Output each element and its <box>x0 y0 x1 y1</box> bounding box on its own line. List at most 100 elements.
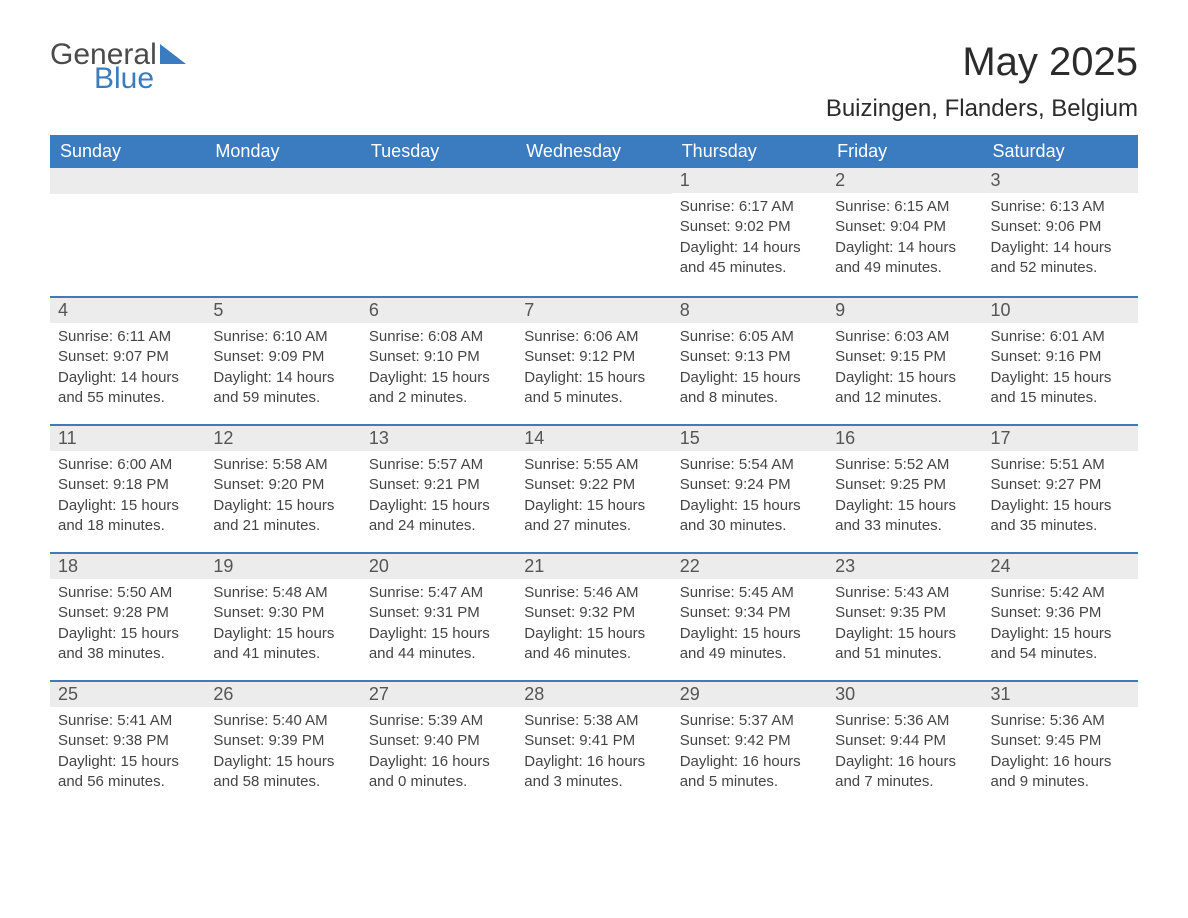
day-details: Sunrise: 5:58 AMSunset: 9:20 PMDaylight:… <box>205 451 360 544</box>
calendar-day-cell: 8Sunrise: 6:05 AMSunset: 9:13 PMDaylight… <box>672 296 827 424</box>
calendar-day-cell: 13Sunrise: 5:57 AMSunset: 9:21 PMDayligh… <box>361 424 516 552</box>
day-details: Sunrise: 5:51 AMSunset: 9:27 PMDaylight:… <box>983 451 1138 544</box>
day-details: Sunrise: 5:41 AMSunset: 9:38 PMDaylight:… <box>50 707 205 800</box>
day-details: Sunrise: 5:46 AMSunset: 9:32 PMDaylight:… <box>516 579 671 672</box>
calendar-day-cell: 19Sunrise: 5:48 AMSunset: 9:30 PMDayligh… <box>205 552 360 680</box>
day-number: 22 <box>672 552 827 579</box>
calendar-day-cell: 30Sunrise: 5:36 AMSunset: 9:44 PMDayligh… <box>827 680 982 808</box>
calendar-day-cell: 16Sunrise: 5:52 AMSunset: 9:25 PMDayligh… <box>827 424 982 552</box>
calendar-day-cell: 4Sunrise: 6:11 AMSunset: 9:07 PMDaylight… <box>50 296 205 424</box>
day-number: 7 <box>516 296 671 323</box>
page-header: General Blue May 2025 Buizingen, Flander… <box>50 40 1138 123</box>
calendar-header-row: SundayMondayTuesdayWednesdayThursdayFrid… <box>50 135 1138 168</box>
calendar-week-row: 1Sunrise: 6:17 AMSunset: 9:02 PMDaylight… <box>50 168 1138 296</box>
day-number: 5 <box>205 296 360 323</box>
day-details: Sunrise: 6:15 AMSunset: 9:04 PMDaylight:… <box>827 193 982 286</box>
calendar-day-cell: 26Sunrise: 5:40 AMSunset: 9:39 PMDayligh… <box>205 680 360 808</box>
day-number: 3 <box>983 168 1138 193</box>
calendar-day-cell: 21Sunrise: 5:46 AMSunset: 9:32 PMDayligh… <box>516 552 671 680</box>
day-number: 26 <box>205 680 360 707</box>
day-number: 29 <box>672 680 827 707</box>
day-number: 23 <box>827 552 982 579</box>
day-details: Sunrise: 6:00 AMSunset: 9:18 PMDaylight:… <box>50 451 205 544</box>
day-details: Sunrise: 6:11 AMSunset: 9:07 PMDaylight:… <box>50 323 205 416</box>
day-details: Sunrise: 5:40 AMSunset: 9:39 PMDaylight:… <box>205 707 360 800</box>
calendar-day-cell: 31Sunrise: 5:36 AMSunset: 9:45 PMDayligh… <box>983 680 1138 808</box>
day-number: 30 <box>827 680 982 707</box>
logo: General Blue <box>50 40 186 94</box>
logo-triangle-icon <box>160 44 186 64</box>
day-details: Sunrise: 5:55 AMSunset: 9:22 PMDaylight:… <box>516 451 671 544</box>
weekday-header: Thursday <box>672 135 827 168</box>
empty-day-bar <box>516 168 671 194</box>
day-number: 31 <box>983 680 1138 707</box>
day-details: Sunrise: 5:48 AMSunset: 9:30 PMDaylight:… <box>205 579 360 672</box>
day-details: Sunrise: 5:42 AMSunset: 9:36 PMDaylight:… <box>983 579 1138 672</box>
calendar-empty-cell <box>205 168 360 296</box>
day-details: Sunrise: 6:13 AMSunset: 9:06 PMDaylight:… <box>983 193 1138 286</box>
day-details: Sunrise: 5:45 AMSunset: 9:34 PMDaylight:… <box>672 579 827 672</box>
day-number: 21 <box>516 552 671 579</box>
calendar-day-cell: 1Sunrise: 6:17 AMSunset: 9:02 PMDaylight… <box>672 168 827 296</box>
day-details: Sunrise: 6:06 AMSunset: 9:12 PMDaylight:… <box>516 323 671 416</box>
weekday-header: Friday <box>827 135 982 168</box>
calendar-day-cell: 20Sunrise: 5:47 AMSunset: 9:31 PMDayligh… <box>361 552 516 680</box>
calendar-day-cell: 28Sunrise: 5:38 AMSunset: 9:41 PMDayligh… <box>516 680 671 808</box>
day-number: 10 <box>983 296 1138 323</box>
day-details: Sunrise: 6:03 AMSunset: 9:15 PMDaylight:… <box>827 323 982 416</box>
day-details: Sunrise: 5:52 AMSunset: 9:25 PMDaylight:… <box>827 451 982 544</box>
day-number: 11 <box>50 424 205 451</box>
day-number: 27 <box>361 680 516 707</box>
day-number: 1 <box>672 168 827 193</box>
calendar-day-cell: 15Sunrise: 5:54 AMSunset: 9:24 PMDayligh… <box>672 424 827 552</box>
calendar-day-cell: 6Sunrise: 6:08 AMSunset: 9:10 PMDaylight… <box>361 296 516 424</box>
empty-day-bar <box>205 168 360 194</box>
day-details: Sunrise: 5:43 AMSunset: 9:35 PMDaylight:… <box>827 579 982 672</box>
day-number: 28 <box>516 680 671 707</box>
day-number: 18 <box>50 552 205 579</box>
calendar-day-cell: 27Sunrise: 5:39 AMSunset: 9:40 PMDayligh… <box>361 680 516 808</box>
calendar-week-row: 4Sunrise: 6:11 AMSunset: 9:07 PMDaylight… <box>50 296 1138 424</box>
calendar-day-cell: 14Sunrise: 5:55 AMSunset: 9:22 PMDayligh… <box>516 424 671 552</box>
calendar-week-row: 18Sunrise: 5:50 AMSunset: 9:28 PMDayligh… <box>50 552 1138 680</box>
day-details: Sunrise: 5:38 AMSunset: 9:41 PMDaylight:… <box>516 707 671 800</box>
calendar-day-cell: 10Sunrise: 6:01 AMSunset: 9:16 PMDayligh… <box>983 296 1138 424</box>
calendar-day-cell: 2Sunrise: 6:15 AMSunset: 9:04 PMDaylight… <box>827 168 982 296</box>
day-number: 12 <box>205 424 360 451</box>
calendar-day-cell: 23Sunrise: 5:43 AMSunset: 9:35 PMDayligh… <box>827 552 982 680</box>
calendar-week-row: 11Sunrise: 6:00 AMSunset: 9:18 PMDayligh… <box>50 424 1138 552</box>
calendar-day-cell: 5Sunrise: 6:10 AMSunset: 9:09 PMDaylight… <box>205 296 360 424</box>
calendar-table: SundayMondayTuesdayWednesdayThursdayFrid… <box>50 135 1138 808</box>
day-number: 20 <box>361 552 516 579</box>
day-details: Sunrise: 6:10 AMSunset: 9:09 PMDaylight:… <box>205 323 360 416</box>
location-subtitle: Buizingen, Flanders, Belgium <box>826 95 1138 123</box>
day-number: 2 <box>827 168 982 193</box>
day-number: 19 <box>205 552 360 579</box>
day-number: 9 <box>827 296 982 323</box>
day-number: 25 <box>50 680 205 707</box>
calendar-day-cell: 11Sunrise: 6:00 AMSunset: 9:18 PMDayligh… <box>50 424 205 552</box>
calendar-day-cell: 7Sunrise: 6:06 AMSunset: 9:12 PMDaylight… <box>516 296 671 424</box>
logo-text-blue: Blue <box>94 64 186 94</box>
day-details: Sunrise: 6:17 AMSunset: 9:02 PMDaylight:… <box>672 193 827 286</box>
day-details: Sunrise: 5:47 AMSunset: 9:31 PMDaylight:… <box>361 579 516 672</box>
day-number: 8 <box>672 296 827 323</box>
calendar-day-cell: 12Sunrise: 5:58 AMSunset: 9:20 PMDayligh… <box>205 424 360 552</box>
day-details: Sunrise: 5:54 AMSunset: 9:24 PMDaylight:… <box>672 451 827 544</box>
day-number: 4 <box>50 296 205 323</box>
weekday-header: Sunday <box>50 135 205 168</box>
weekday-header: Saturday <box>983 135 1138 168</box>
title-block: May 2025 Buizingen, Flanders, Belgium <box>826 40 1138 123</box>
calendar-day-cell: 3Sunrise: 6:13 AMSunset: 9:06 PMDaylight… <box>983 168 1138 296</box>
day-number: 14 <box>516 424 671 451</box>
calendar-day-cell: 25Sunrise: 5:41 AMSunset: 9:38 PMDayligh… <box>50 680 205 808</box>
day-details: Sunrise: 5:37 AMSunset: 9:42 PMDaylight:… <box>672 707 827 800</box>
day-details: Sunrise: 6:01 AMSunset: 9:16 PMDaylight:… <box>983 323 1138 416</box>
day-number: 17 <box>983 424 1138 451</box>
calendar-week-row: 25Sunrise: 5:41 AMSunset: 9:38 PMDayligh… <box>50 680 1138 808</box>
calendar-day-cell: 24Sunrise: 5:42 AMSunset: 9:36 PMDayligh… <box>983 552 1138 680</box>
calendar-day-cell: 17Sunrise: 5:51 AMSunset: 9:27 PMDayligh… <box>983 424 1138 552</box>
calendar-day-cell: 22Sunrise: 5:45 AMSunset: 9:34 PMDayligh… <box>672 552 827 680</box>
weekday-header: Tuesday <box>361 135 516 168</box>
empty-day-bar <box>50 168 205 194</box>
